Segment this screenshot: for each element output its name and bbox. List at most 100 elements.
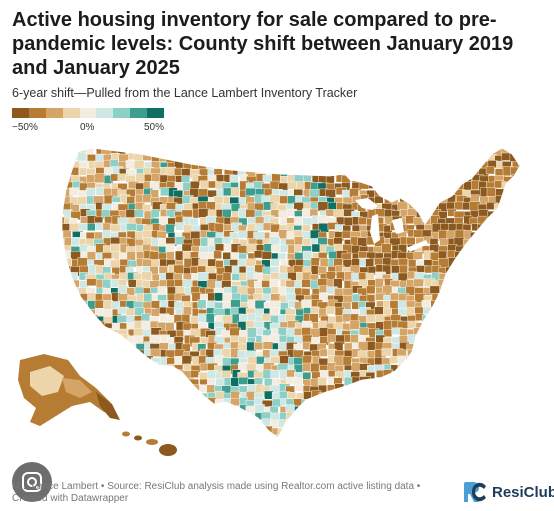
county-cell bbox=[374, 425, 384, 435]
county-cell bbox=[469, 153, 480, 162]
county-cell bbox=[453, 280, 465, 289]
county-cell bbox=[376, 161, 386, 172]
county-cell bbox=[366, 140, 375, 146]
county-cell bbox=[480, 286, 489, 297]
county-cell bbox=[447, 140, 457, 147]
county-cell bbox=[424, 350, 434, 361]
county-cell bbox=[213, 148, 225, 156]
county-cell bbox=[526, 343, 536, 352]
resiclub-mark-icon bbox=[464, 482, 486, 502]
county-cell bbox=[158, 148, 170, 149]
county-cell bbox=[157, 391, 169, 401]
county-cell bbox=[289, 442, 298, 451]
county-cell bbox=[143, 448, 154, 458]
county-cell bbox=[294, 148, 304, 149]
county-cell bbox=[486, 187, 496, 197]
county-cell bbox=[374, 257, 383, 266]
county-cell bbox=[342, 420, 352, 429]
county-cell bbox=[526, 204, 536, 212]
county-cell bbox=[390, 384, 401, 394]
county-cell bbox=[127, 376, 138, 386]
county-cell bbox=[293, 153, 305, 164]
county-cell bbox=[328, 148, 340, 149]
county-cell bbox=[150, 348, 161, 357]
county-cell bbox=[477, 294, 487, 304]
county-cell bbox=[477, 250, 489, 259]
county-cell bbox=[528, 295, 537, 305]
county-cell bbox=[279, 148, 290, 154]
county-cell bbox=[423, 420, 433, 430]
county-cell bbox=[349, 168, 361, 178]
county-cell bbox=[493, 222, 505, 232]
county-cell bbox=[495, 357, 506, 366]
county-cell bbox=[62, 329, 65, 339]
county-cell bbox=[302, 420, 312, 431]
county-cell bbox=[310, 362, 320, 374]
county-cell bbox=[280, 441, 289, 451]
county-cell bbox=[445, 161, 455, 172]
county-cell bbox=[528, 351, 537, 361]
county-cell bbox=[222, 223, 232, 232]
county-cell bbox=[286, 420, 299, 431]
county-cell bbox=[414, 386, 424, 396]
county-cell bbox=[301, 299, 313, 308]
county-cell bbox=[526, 378, 534, 386]
county-cell bbox=[293, 349, 304, 359]
county-cell bbox=[519, 329, 520, 340]
county-cell bbox=[246, 140, 257, 146]
county-cell bbox=[63, 294, 75, 303]
county-cell bbox=[134, 400, 144, 410]
county-cell bbox=[238, 148, 247, 157]
county-cell bbox=[527, 267, 536, 276]
county-cell bbox=[431, 174, 441, 183]
county-cell bbox=[493, 320, 505, 329]
county-cell bbox=[102, 447, 113, 456]
county-cell bbox=[478, 411, 490, 422]
county-cell bbox=[512, 377, 520, 388]
county-cell bbox=[437, 292, 448, 303]
county-cell bbox=[70, 427, 80, 438]
county-cell bbox=[142, 420, 152, 431]
county-cell bbox=[62, 342, 65, 351]
alaska-region bbox=[18, 354, 120, 426]
county-cell bbox=[446, 397, 458, 408]
county-cell bbox=[431, 433, 440, 438]
county-cell bbox=[199, 434, 210, 438]
county-cell bbox=[487, 300, 499, 310]
county-cell bbox=[479, 266, 490, 277]
county-cell bbox=[424, 188, 434, 197]
county-cell bbox=[143, 425, 153, 434]
county-cell bbox=[496, 308, 507, 317]
county-cell bbox=[479, 342, 489, 351]
county-cell bbox=[246, 434, 255, 438]
county-cell bbox=[526, 440, 535, 448]
county-cell bbox=[279, 195, 288, 204]
county-cell bbox=[478, 148, 490, 150]
county-cell bbox=[454, 383, 466, 392]
county-cell bbox=[237, 377, 249, 385]
county-cell bbox=[503, 421, 514, 431]
county-cell bbox=[166, 435, 178, 438]
county-cell bbox=[440, 390, 450, 401]
county-cell bbox=[503, 449, 513, 457]
google-lens-icon[interactable] bbox=[12, 462, 52, 502]
county-cell bbox=[303, 259, 313, 267]
county-cell bbox=[374, 140, 382, 147]
county-cell bbox=[383, 427, 394, 436]
county-cell bbox=[479, 257, 489, 267]
county-cell bbox=[494, 258, 506, 269]
county-cell bbox=[487, 328, 499, 340]
county-cell bbox=[72, 350, 82, 360]
county-cell bbox=[398, 188, 408, 199]
county-cell bbox=[390, 414, 401, 424]
county-cell bbox=[518, 398, 520, 408]
county-cell bbox=[510, 371, 520, 382]
county-cells bbox=[62, 140, 537, 458]
county-cell bbox=[486, 286, 497, 297]
county-cell bbox=[150, 209, 160, 218]
county-cell bbox=[310, 400, 319, 409]
county-cell bbox=[487, 448, 497, 455]
county-cell bbox=[399, 435, 409, 438]
county-cell bbox=[277, 427, 289, 438]
county-cell bbox=[62, 301, 64, 312]
